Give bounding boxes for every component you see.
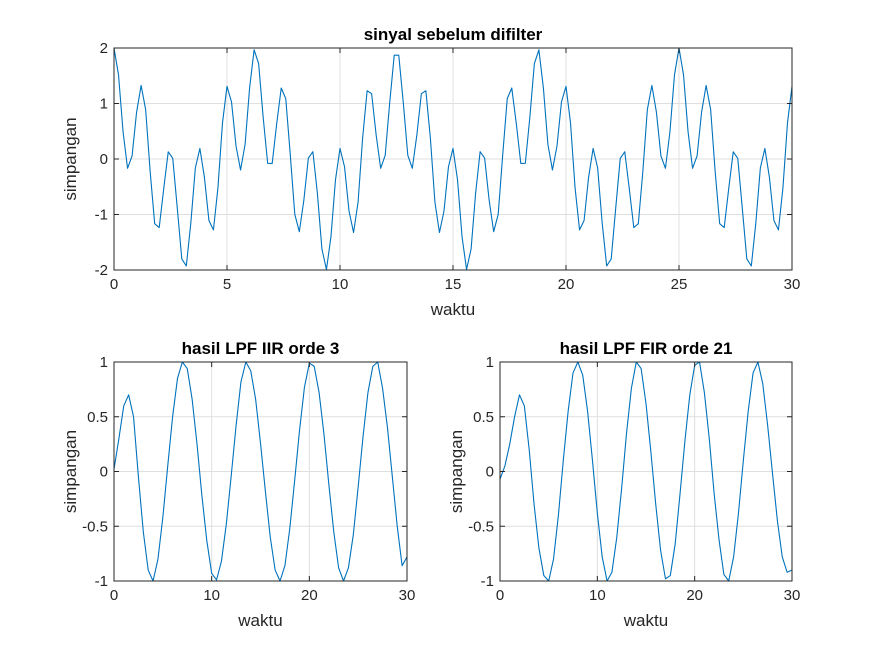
x-tick-label: 30 (784, 276, 801, 293)
y-tick-label: -0.5 (468, 518, 494, 535)
series-layer (113, 361, 408, 582)
chart-title: sinyal sebelum difilter (364, 25, 543, 44)
y-axis-label: simpangan (447, 430, 466, 513)
plot-lpf-fir: 0 10 20 30 -1 -0.5 0 0.5 1 hasil LPF FIR orde 21… (447, 339, 800, 630)
y-axis-label: simpangan (61, 430, 80, 513)
x-tick-label: 10 (203, 587, 220, 604)
axes-frame (113, 47, 793, 271)
y-tick-label: 2 (100, 40, 108, 57)
x-tick-label: 10 (589, 587, 606, 604)
y-tick-label: 1 (486, 354, 494, 371)
x-tick-label: 20 (558, 276, 575, 293)
x-axis-label: waktu (430, 300, 475, 319)
chart-title: hasil LPF IIR orde 3 (182, 339, 340, 358)
y-tick-label: 0.5 (87, 409, 108, 426)
y-tick-label: 0 (486, 464, 494, 481)
x-tick-label: 0 (110, 587, 118, 604)
y-tick-label: -1 (481, 573, 494, 590)
x-tick-label: 30 (399, 587, 416, 604)
x-tick-label: 15 (445, 276, 462, 293)
y-tick-label: -0.5 (82, 518, 108, 535)
x-tick-label: 5 (223, 276, 231, 293)
y-axis-label: simpangan (61, 117, 80, 200)
x-axis-label: waktu (237, 611, 282, 630)
y-tick-label: 0 (100, 464, 108, 481)
tick-layer: 0 10 20 30 -1 -0.5 0 0.5 1 (82, 354, 415, 604)
axes-frame (113, 361, 408, 582)
x-tick-label: 25 (671, 276, 688, 293)
x-tick-label: 10 (332, 276, 349, 293)
plot-signal-before-filter: 0 5 10 15 20 25 30 -2 -1 0 1 2 sinyal sebelum difil… (61, 25, 800, 319)
series-line (113, 361, 408, 582)
y-tick-label: 0 (100, 151, 108, 168)
y-tick-label: -1 (95, 207, 108, 224)
chart-title: hasil LPF FIR orde 21 (560, 339, 733, 358)
x-axis-label: waktu (623, 611, 668, 630)
x-tick-label: 0 (110, 276, 118, 293)
x-tick-label: 0 (496, 587, 504, 604)
y-tick-label: -2 (95, 262, 108, 279)
plot-lpf-iir: 0 10 20 30-1-0.500.51 hasil LPF IIR orde 3 … (61, 339, 415, 630)
y-tick-label: 0.5 (473, 409, 494, 426)
x-tick-label: 30 (784, 587, 801, 604)
x-tick-label: 20 (686, 587, 703, 604)
y-tick-label: 1 (100, 96, 108, 113)
y-tick-label: -1 (95, 573, 108, 590)
x-tick-label: 20 (301, 587, 318, 604)
tick-layer: 0 5 10 15 20 25 30 -2 -1 0 1 2 (95, 40, 801, 293)
axes-frame (499, 361, 793, 582)
y-tick-label: 1 (100, 354, 108, 371)
